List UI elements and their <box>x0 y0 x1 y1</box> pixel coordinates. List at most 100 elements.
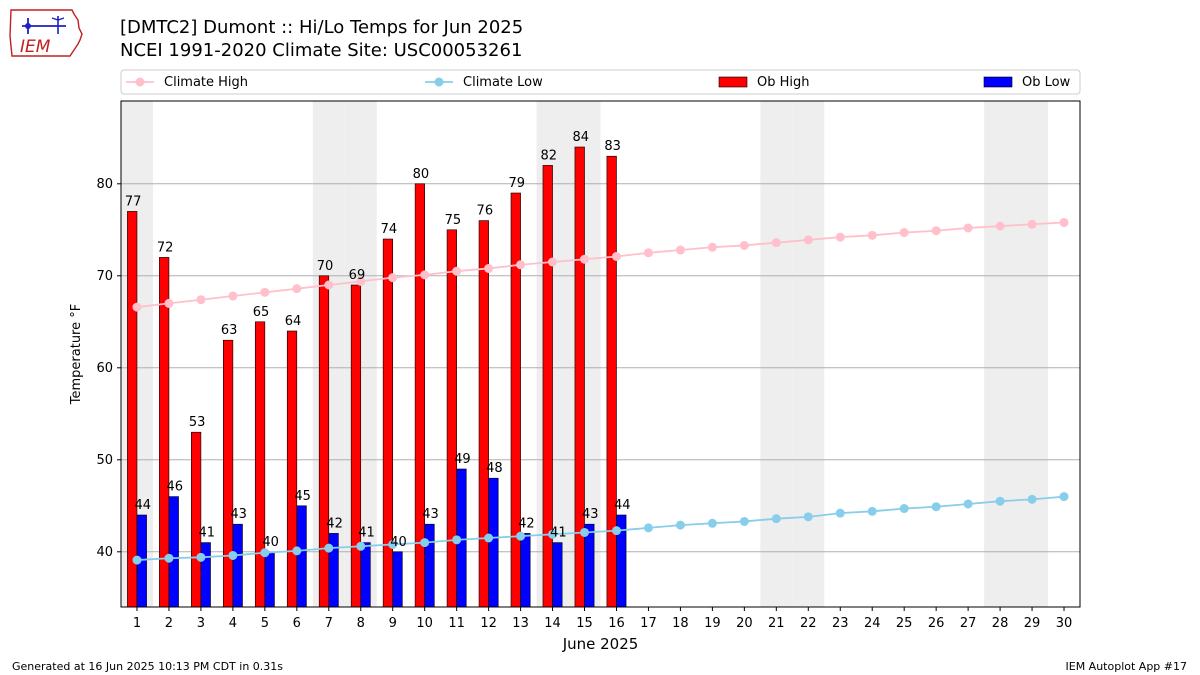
climate-high-point-day-10 <box>420 270 430 280</box>
y-tick-label: 40 <box>96 545 113 560</box>
climate-low-point-day-5 <box>260 548 270 558</box>
gridlines <box>121 183 1080 553</box>
x-tick-label: 29 <box>1024 616 1041 631</box>
ob-low-bar-label-day-8: 41 <box>358 526 375 541</box>
climate-high-point-day-20 <box>739 240 749 250</box>
climate-low-point-day-24 <box>867 506 877 516</box>
x-tick-label: 27 <box>960 616 977 631</box>
x-tick-label: 8 <box>357 616 365 631</box>
climate-low-point-day-16 <box>611 526 621 536</box>
climate-high-point-day-17 <box>643 248 653 258</box>
climate-high-point-day-30 <box>1059 217 1069 227</box>
ob-high-bar-day-13 <box>510 192 521 608</box>
ob-low-bar-label-day-16: 44 <box>614 498 631 513</box>
ob-low-bar-label-day-6: 45 <box>294 489 311 504</box>
weekend-shade-day-29 <box>1016 101 1049 607</box>
climate-high-point-day-16 <box>611 251 621 261</box>
x-tick-label: 28 <box>992 616 1009 631</box>
climate-low-point-day-4 <box>228 550 238 560</box>
x-tick-label: 1 <box>133 616 141 631</box>
ob-low-bar-label-day-14: 41 <box>550 526 567 541</box>
climate-low-point-day-29 <box>1027 494 1037 504</box>
climate-high-point-day-5 <box>260 287 270 297</box>
x-axis-label: June 2025 <box>562 635 639 653</box>
climate-high-point-day-11 <box>452 266 462 276</box>
weekend-shade-day-22 <box>792 101 825 607</box>
climate-low-point-day-22 <box>803 512 813 522</box>
x-tick-label: 19 <box>704 616 721 631</box>
ob-high-bar-day-8 <box>350 284 362 608</box>
ob-high-legend-swatch <box>718 76 748 88</box>
ob-high-bar-day-11 <box>446 229 457 608</box>
climate-low-point-day-25 <box>899 504 909 514</box>
ob-high-bar-label-day-3: 53 <box>189 415 206 430</box>
climate-low-point-day-10 <box>420 538 430 548</box>
ob-high-bar-day-9 <box>382 238 394 608</box>
app-credit: IEM Autoplot App #17 <box>1065 660 1188 673</box>
ob-high-bar-day-12 <box>478 220 489 608</box>
x-tick-label: 14 <box>544 616 561 631</box>
ob-low-bar-label-day-1: 44 <box>135 498 152 513</box>
climate-high-point-day-7 <box>324 280 334 290</box>
ob-high-bar-label-day-14: 82 <box>540 148 557 163</box>
climate-high-point-day-6 <box>292 284 302 294</box>
legend-item-climate-low: Climate Low <box>425 75 543 90</box>
climate-lines <box>132 217 1069 565</box>
legend-item-climate-high: Climate High <box>126 75 248 90</box>
climate-low-point-day-30 <box>1059 492 1069 502</box>
climate-high-point-day-13 <box>516 260 526 270</box>
ob-low-bar-day-10 <box>424 523 435 608</box>
climate-high-point-day-12 <box>484 263 494 273</box>
ob-high-bar-label-day-16: 83 <box>604 139 621 154</box>
climate-low-point-day-8 <box>356 541 366 551</box>
ob-high-bar-label-day-9: 74 <box>381 222 398 237</box>
climate-high-point-day-24 <box>867 230 877 240</box>
climate-low-point-day-15 <box>580 527 590 537</box>
climate-low-legend-marker <box>434 77 444 87</box>
climate-high-point-day-28 <box>995 221 1005 231</box>
ob-high-bar-day-4 <box>222 339 234 608</box>
chart-title: [DMTC2] Dumont :: Hi/Lo Temps for Jun 20… <box>120 17 524 38</box>
climate-low-point-day-19 <box>707 518 717 528</box>
climate-high-point-day-2 <box>164 298 174 308</box>
climate-low-point-day-23 <box>835 508 845 518</box>
ob-high-bar-label-day-12: 76 <box>477 204 494 219</box>
logo-text: IEM <box>20 37 51 57</box>
ob-low-bar-label-day-12: 48 <box>486 461 503 476</box>
ob-low-legend-label: Ob Low <box>1022 75 1071 90</box>
climate-low-point-day-21 <box>771 514 781 524</box>
ob-low-bar-day-13 <box>520 533 531 608</box>
ob-high-bar-label-day-1: 77 <box>125 194 142 209</box>
climate-low-point-day-6 <box>292 546 302 556</box>
ob-low-bar-day-14 <box>552 542 563 608</box>
ob-high-legend-label: Ob High <box>757 75 810 90</box>
x-tick-label: 13 <box>512 616 529 631</box>
y-axis-label: Temperature °F <box>69 304 84 405</box>
ob-high-bar-day-3 <box>191 431 202 608</box>
climate-high-legend-marker <box>135 77 145 87</box>
ob-high-bar-label-day-10: 80 <box>413 167 430 182</box>
ob-low-bar-day-3 <box>200 542 211 608</box>
x-tick-label: 4 <box>229 616 237 631</box>
ob-high-bar-label-day-2: 72 <box>157 240 174 255</box>
climate-low-point-day-1 <box>132 555 142 565</box>
y-tick-label: 70 <box>96 269 113 284</box>
ob-high-bar-day-16 <box>606 155 617 608</box>
climate-high-point-day-15 <box>580 254 590 264</box>
ob-high-bar-day-15 <box>574 146 585 608</box>
ob-low-bar-day-2 <box>168 496 179 608</box>
ob-high-bar-label-day-5: 65 <box>253 305 270 320</box>
climate-high-point-day-29 <box>1027 219 1037 229</box>
ob-high-bar-day-7 <box>318 275 330 608</box>
ob-low-bar-day-12 <box>488 477 499 608</box>
climate-high-point-day-14 <box>548 257 558 267</box>
x-tick-label: 5 <box>261 616 269 631</box>
chart-subtitle: NCEI 1991-2020 Climate Site: USC00053261 <box>120 40 523 61</box>
legend-box <box>120 69 1081 95</box>
ob-low-bar-day-5 <box>264 551 275 608</box>
climate-high-point-day-23 <box>835 232 845 242</box>
climate-low-point-day-26 <box>931 502 941 512</box>
plot-frame <box>120 100 1081 608</box>
generated-timestamp: Generated at 16 Jun 2025 10:13 PM CDT in… <box>12 660 284 673</box>
